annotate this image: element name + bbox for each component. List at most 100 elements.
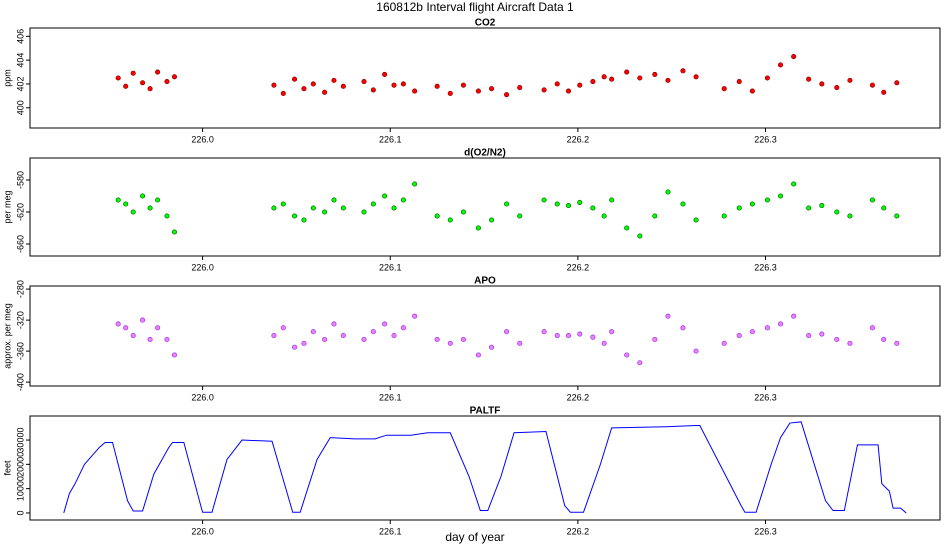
data-point xyxy=(370,329,376,335)
data-point xyxy=(791,181,797,187)
x-tick-label: 226.2 xyxy=(567,262,590,272)
data-point xyxy=(749,201,755,207)
data-point xyxy=(164,79,170,85)
data-point xyxy=(447,90,453,97)
data-point xyxy=(447,217,453,223)
data-point xyxy=(777,321,784,327)
x-tick-label: 226.1 xyxy=(379,134,402,144)
data-point xyxy=(749,329,755,335)
data-point xyxy=(881,336,887,343)
data-point xyxy=(434,213,440,219)
data-point xyxy=(869,325,876,331)
data-point xyxy=(665,313,671,319)
data-point xyxy=(624,352,630,358)
panel-title: PALTF xyxy=(470,406,501,417)
plot-frame xyxy=(29,27,941,129)
data-point xyxy=(310,205,316,211)
data-point xyxy=(680,325,686,331)
x-tick-label: 226.1 xyxy=(379,526,402,536)
data-point xyxy=(601,340,607,346)
data-point xyxy=(601,74,607,80)
data-point xyxy=(340,205,346,211)
data-point xyxy=(434,336,440,343)
data-point xyxy=(340,333,346,339)
x-tick-label: 226.2 xyxy=(567,392,590,402)
data-point xyxy=(736,79,742,85)
data-point xyxy=(115,75,121,81)
data-point xyxy=(361,79,367,85)
y-axis-label: per meg xyxy=(2,190,12,223)
data-point xyxy=(693,348,699,354)
data-point xyxy=(322,336,328,343)
y-tick-label: 10000 xyxy=(15,476,25,501)
data-point xyxy=(777,62,784,68)
data-point xyxy=(680,68,686,74)
data-point xyxy=(847,340,853,346)
data-point xyxy=(577,82,583,88)
data-point xyxy=(624,69,630,75)
x-tick-label: 226.3 xyxy=(754,134,777,144)
data-point xyxy=(894,213,900,219)
x-tick-label: 226.0 xyxy=(191,134,214,144)
x-tick-label: 226.1 xyxy=(379,392,402,402)
data-point xyxy=(637,75,643,81)
data-point xyxy=(541,87,547,93)
data-point xyxy=(577,331,583,337)
data-point xyxy=(847,77,853,83)
data-point xyxy=(777,193,784,199)
data-point xyxy=(881,89,887,95)
data-point xyxy=(652,213,658,219)
data-point xyxy=(894,340,900,346)
data-point xyxy=(271,205,277,211)
data-point xyxy=(475,88,481,94)
data-point xyxy=(412,181,418,187)
data-point xyxy=(736,333,742,339)
data-point xyxy=(147,205,153,211)
x-axis-label: day of year xyxy=(445,530,504,544)
data-point xyxy=(123,83,129,89)
data-point xyxy=(721,340,727,346)
data-point xyxy=(504,329,510,335)
y-tick-label: 30000 xyxy=(15,428,25,453)
data-point xyxy=(331,321,337,327)
data-point xyxy=(130,209,136,215)
data-point xyxy=(171,352,178,358)
data-point xyxy=(869,82,876,88)
y-tick-label: -400 xyxy=(15,373,25,391)
panel-title: APO xyxy=(474,276,496,287)
data-point xyxy=(764,325,770,331)
data-point xyxy=(665,77,671,83)
data-point xyxy=(652,71,658,77)
data-point xyxy=(869,197,876,203)
data-point xyxy=(489,217,495,223)
data-point xyxy=(123,325,129,331)
data-point xyxy=(164,213,170,219)
data-point xyxy=(115,197,121,203)
data-point xyxy=(361,336,367,343)
data-point xyxy=(475,352,481,358)
x-tick-label: 226.3 xyxy=(754,262,777,272)
data-point xyxy=(140,317,146,323)
data-point xyxy=(565,333,572,339)
data-point xyxy=(791,54,797,60)
data-point xyxy=(565,203,572,209)
data-point xyxy=(590,334,596,340)
data-point xyxy=(806,205,812,211)
data-point xyxy=(517,213,523,219)
data-point xyxy=(565,88,572,94)
data-point xyxy=(554,201,560,207)
data-point xyxy=(382,193,388,199)
data-point xyxy=(370,87,376,93)
data-point xyxy=(764,75,770,81)
plot-frame xyxy=(29,285,941,387)
data-point xyxy=(504,92,510,98)
data-point xyxy=(140,80,146,86)
data-point xyxy=(834,336,840,343)
plot-frame xyxy=(29,157,941,257)
data-point xyxy=(721,213,727,219)
data-point xyxy=(680,201,686,207)
data-point xyxy=(382,321,388,327)
panel-title: CO2 xyxy=(475,18,496,29)
data-point xyxy=(806,333,812,339)
data-point xyxy=(489,344,495,350)
